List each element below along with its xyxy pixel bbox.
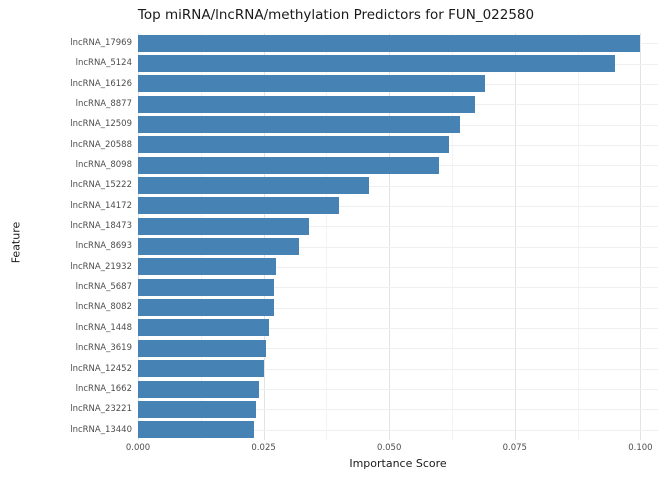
major-gridline xyxy=(514,33,516,440)
chart-title: Top miRNA/lncRNA/methylation Predictors … xyxy=(137,7,535,23)
bar-row xyxy=(138,33,658,53)
bar-row xyxy=(138,114,658,134)
category-label: lncRNA_21932 xyxy=(70,261,132,272)
bar xyxy=(138,258,277,276)
category-label: lncRNA_14172 xyxy=(70,200,132,211)
bar-row xyxy=(138,359,658,379)
category-label: lncRNA_12509 xyxy=(70,119,132,130)
x-tick-label: 0.050 xyxy=(377,443,402,453)
bar xyxy=(138,299,274,317)
bar-row xyxy=(138,420,658,440)
bar-row xyxy=(138,216,658,236)
category-label: lncRNA_13440 xyxy=(70,424,132,435)
bar-row xyxy=(138,155,658,175)
horizontal-gridline xyxy=(138,389,658,391)
horizontal-gridline xyxy=(138,205,658,207)
horizontal-gridline xyxy=(138,429,658,431)
major-gridline xyxy=(640,33,642,440)
bar xyxy=(138,278,274,296)
horizontal-gridline xyxy=(138,348,658,350)
category-label: lncRNA_18473 xyxy=(70,221,132,232)
bar xyxy=(138,95,475,113)
bar-row xyxy=(138,297,658,317)
category-label: lncRNA_20588 xyxy=(70,139,132,150)
category-label: lncRNA_3619 xyxy=(75,343,132,354)
bar xyxy=(138,217,309,235)
bar-row xyxy=(138,318,658,338)
bar-row xyxy=(138,257,658,277)
bar xyxy=(138,380,259,398)
bar xyxy=(138,34,641,52)
category-label: lncRNA_1448 xyxy=(75,322,132,333)
major-gridline xyxy=(263,33,265,440)
bar-row xyxy=(138,277,658,297)
category-label: lncRNA_5124 xyxy=(75,58,132,69)
bar xyxy=(138,360,264,378)
horizontal-gridline xyxy=(138,185,658,187)
major-gridline xyxy=(138,33,139,440)
horizontal-gridline xyxy=(138,409,658,411)
horizontal-gridline xyxy=(138,287,658,289)
category-label: lncRNA_1662 xyxy=(75,383,132,394)
horizontal-gridline xyxy=(138,368,658,370)
bar xyxy=(138,319,269,337)
category-label: lncRNA_8877 xyxy=(75,99,132,110)
major-gridline xyxy=(389,33,391,440)
horizontal-gridline xyxy=(138,267,658,269)
bar xyxy=(138,136,450,154)
bar xyxy=(138,156,440,174)
x-axis-tick-labels: 0.000 0.025 0.050 0.075 0.100 xyxy=(126,443,658,455)
category-label: lncRNA_16126 xyxy=(70,78,132,89)
x-tick-label: 0.025 xyxy=(251,443,276,453)
horizontal-gridline xyxy=(138,328,658,330)
minor-gridline xyxy=(452,33,453,440)
bar xyxy=(138,339,267,357)
category-label: lncRNA_15222 xyxy=(70,180,132,191)
category-label: lncRNA_8693 xyxy=(75,241,132,252)
x-tick-label: 0.075 xyxy=(502,443,527,453)
x-tick-label: 0.100 xyxy=(628,443,653,453)
bar-row xyxy=(138,379,658,399)
category-label: lncRNA_5687 xyxy=(75,282,132,293)
bar-row xyxy=(138,399,658,419)
bar-row xyxy=(138,236,658,256)
bar-row xyxy=(138,175,658,195)
category-label: lncRNA_23221 xyxy=(70,404,132,415)
y-axis-category-labels: lncRNA_17969 lncRNA_5124 lncRNA_16126 lncRN… xyxy=(0,33,132,440)
bar xyxy=(138,238,299,256)
x-axis-label: Importance Score xyxy=(349,457,447,470)
bar xyxy=(138,197,339,215)
minor-gridline xyxy=(577,33,579,440)
bar xyxy=(138,116,460,134)
bar-row xyxy=(138,94,658,114)
x-tick-label: 0.000 xyxy=(125,443,151,453)
bar xyxy=(138,177,370,195)
bar xyxy=(138,55,616,73)
category-label: lncRNA_8098 xyxy=(75,160,132,171)
bar xyxy=(138,421,254,439)
bar-row xyxy=(138,338,658,358)
horizontal-gridline xyxy=(138,307,658,309)
plot-area xyxy=(138,33,658,440)
bar-row xyxy=(138,196,658,216)
bar xyxy=(138,400,257,418)
category-label: lncRNA_12452 xyxy=(70,363,132,374)
horizontal-gridline xyxy=(138,226,658,228)
bar-row xyxy=(138,53,658,73)
bar-row xyxy=(138,135,658,155)
bar xyxy=(138,75,485,93)
minor-gridline xyxy=(326,33,328,440)
horizontal-gridline xyxy=(138,246,658,248)
category-label: lncRNA_8082 xyxy=(75,302,132,313)
minor-gridline xyxy=(200,33,202,440)
category-label: lncRNA_17969 xyxy=(70,38,132,48)
bar-row xyxy=(138,74,658,94)
